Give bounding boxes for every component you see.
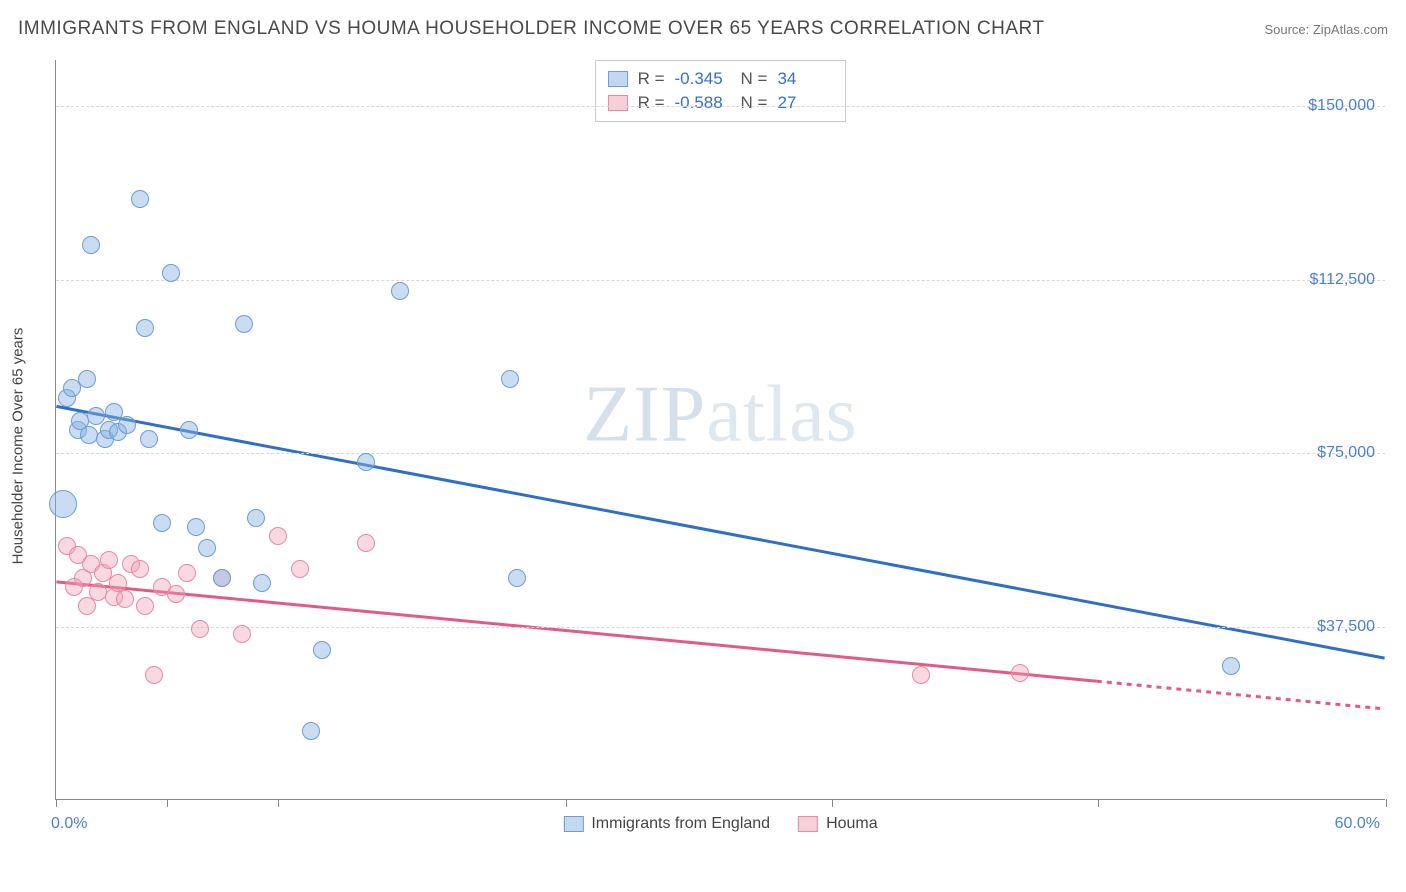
gridline: [56, 627, 1385, 628]
legend-item-b: Houma: [798, 815, 878, 833]
x-min-label: 0.0%: [51, 815, 87, 833]
watermark: ZIPatlas: [583, 369, 858, 460]
watermark-bold: ZIP: [583, 370, 706, 458]
data-point: [357, 453, 375, 471]
xtick: [167, 799, 168, 807]
data-point: [153, 514, 171, 532]
data-point: [357, 534, 375, 552]
data-point: [247, 509, 265, 527]
data-point: [82, 236, 100, 254]
data-point: [136, 319, 154, 337]
data-point: [391, 282, 409, 300]
ytick-label: $75,000: [1317, 444, 1375, 462]
data-point: [269, 527, 287, 545]
data-point: [78, 370, 96, 388]
ytick-label: $112,500: [1309, 271, 1375, 289]
legend-swatch-b-icon: [798, 816, 818, 832]
n-label-a: N =: [741, 69, 768, 89]
data-point: [213, 569, 231, 587]
legend-label-a: Immigrants from England: [591, 815, 770, 833]
stats-row-a: R = -0.345 N = 34: [608, 67, 834, 91]
r-label-a: R =: [638, 69, 665, 89]
swatch-b-icon: [608, 95, 628, 111]
chart-container: IMMIGRANTS FROM ENGLAND VS HOUMA HOUSEHO…: [0, 0, 1406, 892]
data-point: [1011, 664, 1029, 682]
data-point: [140, 430, 158, 448]
x-max-label: 60.0%: [1335, 815, 1380, 833]
bottom-legend: Immigrants from England Houma: [563, 815, 877, 833]
data-point: [501, 370, 519, 388]
source-label: Source: ZipAtlas.com: [1264, 22, 1388, 37]
gridline: [56, 453, 1385, 454]
data-point: [118, 416, 136, 434]
r-label-b: R =: [638, 93, 665, 113]
data-point: [162, 264, 180, 282]
gridline: [56, 106, 1385, 107]
xtick: [1098, 799, 1099, 807]
data-point: [136, 597, 154, 615]
legend-label-b: Houma: [826, 815, 878, 833]
stats-row-b: R = -0.588 N = 27: [608, 91, 834, 115]
data-point: [508, 569, 526, 587]
n-value-a: 34: [777, 69, 833, 89]
data-point: [187, 518, 205, 536]
gridline: [56, 280, 1385, 281]
xtick: [56, 799, 57, 807]
xtick: [832, 799, 833, 807]
watermark-thin: atlas: [706, 370, 858, 458]
data-point: [167, 585, 185, 603]
data-point: [49, 490, 77, 518]
r-value-a: -0.345: [675, 69, 731, 89]
swatch-a-icon: [608, 71, 628, 87]
ytick-label: $37,500: [1317, 618, 1375, 636]
legend-item-a: Immigrants from England: [563, 815, 770, 833]
data-point: [131, 190, 149, 208]
data-point: [291, 560, 309, 578]
data-point: [116, 590, 134, 608]
data-point: [198, 539, 216, 557]
data-point: [100, 551, 118, 569]
data-point: [1222, 657, 1240, 675]
xtick: [566, 799, 567, 807]
stats-legend: R = -0.345 N = 34 R = -0.588 N = 27: [595, 60, 847, 122]
data-point: [191, 620, 209, 638]
data-point: [313, 641, 331, 659]
n-value-b: 27: [777, 93, 833, 113]
data-point: [235, 315, 253, 333]
n-label-b: N =: [741, 93, 768, 113]
data-point: [131, 560, 149, 578]
data-point: [302, 722, 320, 740]
chart-title: IMMIGRANTS FROM ENGLAND VS HOUMA HOUSEHO…: [18, 18, 1045, 40]
data-point: [912, 666, 930, 684]
data-point: [253, 574, 271, 592]
data-point: [233, 625, 251, 643]
legend-swatch-a-icon: [563, 816, 583, 832]
data-point: [180, 421, 198, 439]
data-point: [145, 666, 163, 684]
data-point: [178, 564, 196, 582]
plot-area: ZIPatlas R = -0.345 N = 34 R = -0.588 N …: [55, 60, 1385, 800]
r-value-b: -0.588: [675, 93, 731, 113]
y-axis-label: Householder Income Over 65 years: [10, 328, 27, 565]
xtick: [278, 799, 279, 807]
ytick-label: $150,000: [1308, 97, 1375, 115]
xtick: [1386, 799, 1387, 807]
